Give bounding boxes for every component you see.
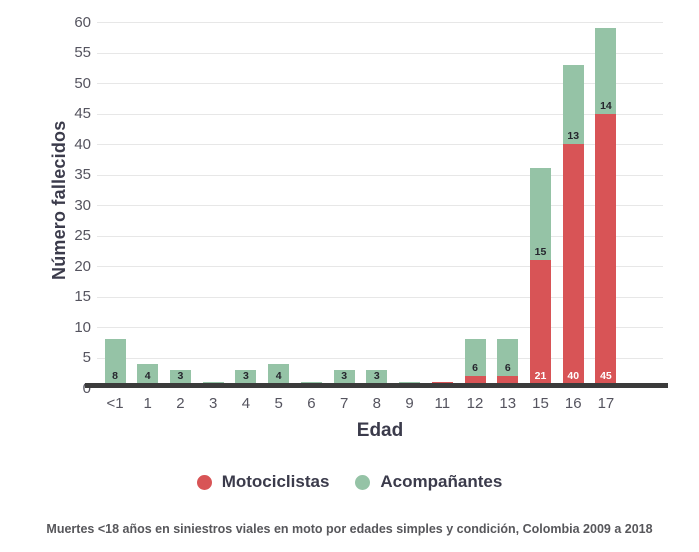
gridline-20 <box>97 266 663 267</box>
y-tick-label-30: 30 <box>74 196 91 214</box>
gridline-60 <box>97 22 663 23</box>
bar-value-label-acompañantes-15: 15 <box>534 245 547 258</box>
y-tick-label-0: 0 <box>82 379 91 397</box>
bar-value-label-acompañantes-16: 13 <box>567 130 580 142</box>
bar-value-label-motociclistas-15: 21 <box>534 370 547 382</box>
bar-segment-acompañantes-15[interactable] <box>529 168 551 260</box>
x-tick-label-17: 17 <box>597 395 615 412</box>
gridline-50 <box>97 83 663 84</box>
y-tick-label-50: 50 <box>74 74 91 92</box>
gridline-55 <box>97 52 663 54</box>
bar-value-label-acompañantes-5: 4 <box>275 370 282 382</box>
plot-area: 0 5 10 15 20 25 30 35 40 45 50 55 60 8 <1 4 1 3 2 3 3 4 4 5 6 3 7 3… <box>74 12 663 412</box>
bar-segment-motociclistas-15[interactable] <box>529 259 551 388</box>
bar-5[interactable]: 4 <box>268 363 290 388</box>
x-tick-label-5: 5 <box>274 395 283 412</box>
bar-value-label-acompañantes-4: 3 <box>242 370 249 382</box>
bar-<1[interactable]: 8 <box>104 339 126 388</box>
bar-segment-acompañantes-12[interactable] <box>464 339 486 376</box>
bar-value-label-motociclistas-17: 45 <box>600 370 612 382</box>
y-tick-label-15: 15 <box>74 288 91 305</box>
gridline-35 <box>97 174 663 176</box>
bar-segment-acompañantes-17[interactable] <box>595 28 617 114</box>
x-tick-label-12: 12 <box>466 395 484 412</box>
x-axis-title: Edad <box>356 420 404 441</box>
y-tick-label-35: 35 <box>74 166 91 183</box>
bar-value-label-acompañantes-12: 6 <box>472 361 478 374</box>
x-tick-label-6: 6 <box>307 395 316 412</box>
legend: Motociclistas Acompañantes <box>0 472 699 492</box>
x-tick-label-16: 16 <box>564 395 582 412</box>
x-tick-label-9: 9 <box>405 395 414 412</box>
x-tick-label-4: 4 <box>241 395 251 412</box>
y-tick-label-45: 45 <box>74 105 91 122</box>
x-tick-label-8: 8 <box>372 395 381 412</box>
acompanantes-color-dot-icon <box>355 474 371 490</box>
bar-value-label-acompañantes-1: 4 <box>144 370 151 382</box>
bar-value-label-acompañantes-<1: 8 <box>112 370 118 382</box>
gridline-30 <box>97 205 663 206</box>
x-tick-label-3: 3 <box>209 395 218 412</box>
bar-value-label-motociclistas-16: 40 <box>567 370 580 382</box>
y-tick-label-5: 5 <box>82 349 91 366</box>
chart-caption: Muertes <18 años en siniestros viales en… <box>46 522 653 536</box>
y-tick-label-55: 55 <box>74 44 91 61</box>
x-axis-line <box>85 383 668 388</box>
legend-item-motociclistas: Motociclistas <box>196 472 330 492</box>
gridline-40 <box>97 144 663 145</box>
bar-value-label-acompañantes-13: 6 <box>504 361 511 374</box>
bar-value-label-acompañantes-17: 14 <box>600 99 612 112</box>
gridline-45 <box>97 113 663 115</box>
bar-segment-acompañantes-<1[interactable] <box>104 339 126 388</box>
legend-label-motociclistas: Motociclistas <box>221 472 330 491</box>
y-tick-label-40: 40 <box>74 135 91 153</box>
x-tick-label-2: 2 <box>176 395 185 412</box>
x-tick-label-11: 11 <box>434 395 451 412</box>
bar-12[interactable]: 6 <box>464 339 486 388</box>
legend-item-acompanantes: Acompañantes <box>355 472 502 492</box>
bar-15[interactable]: 21 15 <box>529 168 551 388</box>
gridline-25 <box>97 235 663 237</box>
x-tick-label-7: 7 <box>339 395 349 412</box>
bar-value-label-acompañantes-7: 3 <box>341 370 348 382</box>
y-tick-label-60: 60 <box>74 13 91 31</box>
x-tick-label-13: 13 <box>499 395 517 412</box>
y-tick-label-25: 25 <box>74 227 91 244</box>
bar-16[interactable]: 40 13 <box>562 64 584 388</box>
gridline-15 <box>97 296 663 298</box>
gridline-10 <box>97 327 663 328</box>
bar-segment-acompañantes-16[interactable] <box>562 64 584 144</box>
bar-13[interactable]: 6 <box>497 339 519 388</box>
bar-segment-motociclistas-17[interactable] <box>595 113 617 388</box>
bar-segment-acompañantes-13[interactable] <box>497 339 519 376</box>
x-tick-label-1: 1 <box>143 395 152 412</box>
bar-value-label-acompañantes-8: 3 <box>373 370 380 382</box>
gridline-5 <box>97 357 663 359</box>
bar-segment-acompañantes-5[interactable] <box>268 363 290 388</box>
y-tick-label-10: 10 <box>74 318 91 336</box>
y-tick-label-20: 20 <box>74 257 91 275</box>
x-tick-label-<1: <1 <box>106 395 124 412</box>
x-tick-label-15: 15 <box>532 395 549 412</box>
bar-segment-motociclistas-16[interactable] <box>562 144 584 388</box>
motociclistas-color-dot-icon <box>196 474 212 490</box>
bar-segment-acompañantes-1[interactable] <box>137 363 159 388</box>
bar-value-label-acompañantes-2: 3 <box>177 370 184 382</box>
bar-1[interactable]: 4 <box>137 363 159 388</box>
legend-label-acompanantes: Acompañantes <box>380 472 503 491</box>
bar-17[interactable]: 45 14 <box>595 28 617 388</box>
